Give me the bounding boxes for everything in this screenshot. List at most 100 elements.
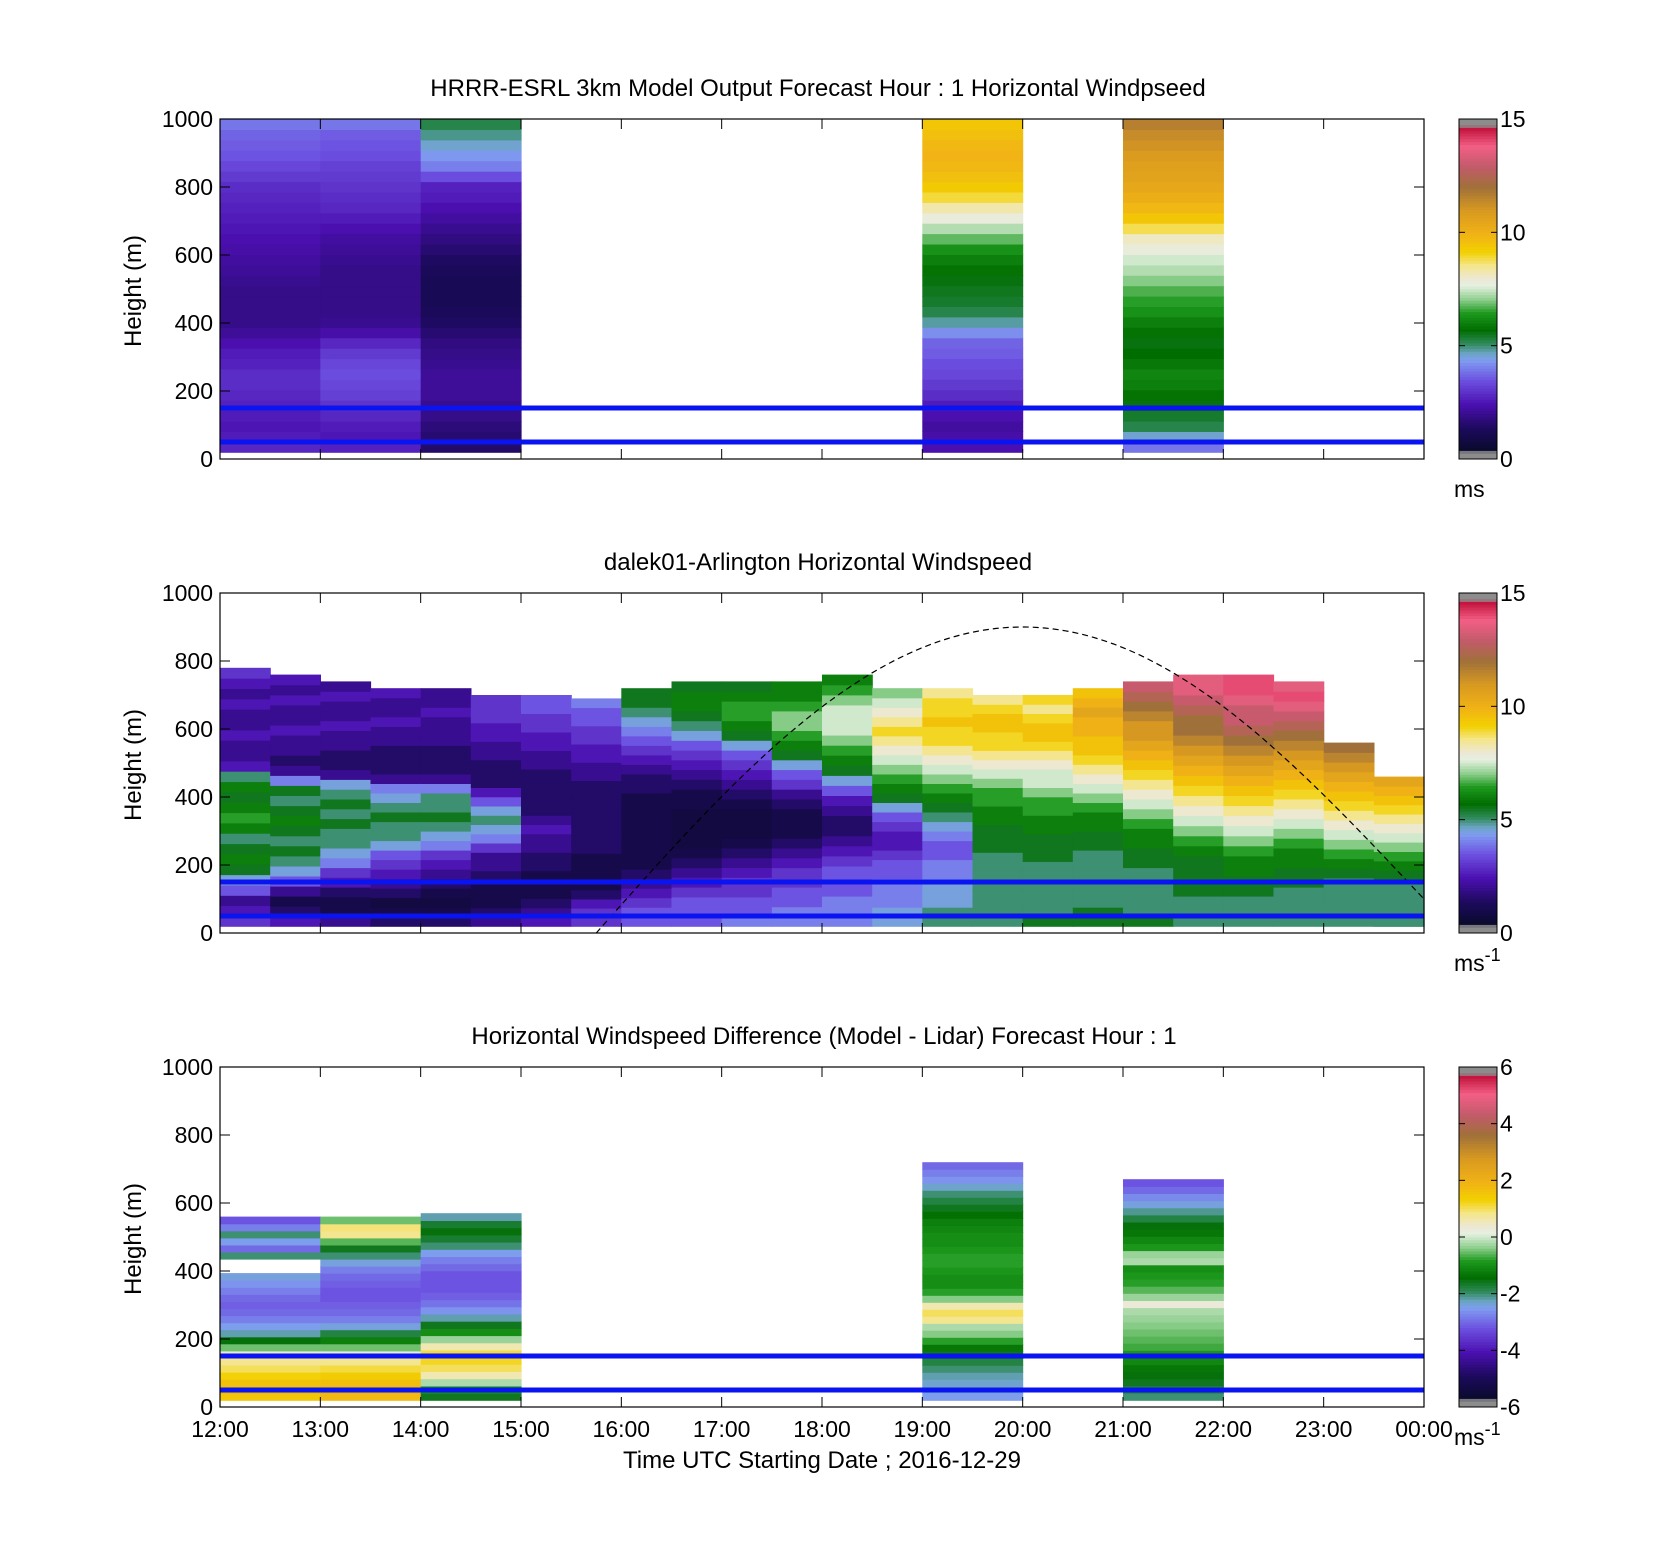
heatmap-cell bbox=[1072, 821, 1124, 832]
colorbar-segment bbox=[1459, 746, 1497, 750]
heatmap-cell bbox=[571, 771, 622, 781]
x-tick-label: 18:00 bbox=[793, 1416, 851, 1442]
colorbar-tick-label: -6 bbox=[1500, 1394, 1520, 1420]
heatmap-cell bbox=[1072, 764, 1124, 775]
heatmap-cell bbox=[370, 840, 422, 851]
heatmap-cell bbox=[470, 750, 522, 761]
heatmap-cell bbox=[571, 734, 622, 745]
heatmap-cell bbox=[420, 688, 472, 699]
panel-lidar-ylabel: Height (m) bbox=[120, 709, 147, 821]
heatmap-cell bbox=[220, 368, 321, 380]
panel-lidar-dashed-curve bbox=[595, 626, 1425, 934]
x-tick-label: 16:00 bbox=[593, 1416, 651, 1442]
heatmap-cell bbox=[1123, 769, 1174, 780]
colorbar-segment bbox=[1459, 164, 1497, 168]
heatmap-cell bbox=[621, 735, 673, 746]
heatmap-cell bbox=[571, 744, 622, 754]
y-tick-label: 0 bbox=[200, 1394, 213, 1420]
panel-lidar: dalek01-Arlington Horizontal Windspeed H… bbox=[120, 549, 1526, 976]
heatmap-cell bbox=[1173, 755, 1224, 766]
heatmap-cell bbox=[771, 720, 823, 731]
colorbar-segment bbox=[1459, 334, 1497, 338]
heatmap-cell bbox=[1022, 898, 1074, 909]
colorbar-segment bbox=[1459, 416, 1497, 420]
colorbar-segment bbox=[1459, 669, 1497, 673]
colorbar-segment bbox=[1459, 376, 1497, 381]
heatmap-cell bbox=[922, 1183, 1024, 1191]
heatmap-cell bbox=[1173, 745, 1224, 756]
colorbar-segment bbox=[1459, 726, 1497, 730]
heatmap-cell bbox=[972, 713, 1024, 724]
heatmap-cell bbox=[420, 150, 522, 162]
heatmap-cell bbox=[420, 773, 472, 784]
heatmap-cell bbox=[420, 1364, 522, 1372]
heatmap-cell bbox=[320, 906, 372, 917]
heatmap-cell bbox=[872, 897, 923, 908]
heatmap-cell bbox=[1323, 887, 1375, 898]
colorbar-segment bbox=[1459, 1307, 1497, 1312]
heatmap-cell bbox=[1123, 1179, 1224, 1187]
heatmap-cell bbox=[420, 735, 472, 746]
colorbar-segment bbox=[1459, 351, 1497, 355]
colorbar-segment bbox=[1459, 717, 1497, 721]
y-tick-label: 1000 bbox=[162, 580, 213, 606]
heatmap-cell bbox=[671, 867, 723, 878]
colorbar-segment bbox=[1459, 269, 1497, 273]
heatmap-cell bbox=[420, 1270, 522, 1279]
heatmap-cell bbox=[972, 759, 1024, 770]
heatmap-cell bbox=[1123, 150, 1224, 162]
heatmap-cell bbox=[671, 887, 723, 898]
heatmap-cell bbox=[1123, 316, 1224, 328]
heatmap-cell bbox=[972, 861, 1024, 872]
heatmap-cell bbox=[571, 698, 622, 709]
heatmap-cell bbox=[220, 410, 321, 422]
heatmap-cell bbox=[320, 1237, 422, 1246]
heatmap-cell bbox=[571, 871, 622, 882]
heatmap-cell bbox=[220, 1364, 321, 1373]
colorbar-segment bbox=[1459, 740, 1497, 744]
heatmap-cell bbox=[922, 275, 1024, 287]
panel-difference-title: Horizontal Windspeed Difference (Model -… bbox=[471, 1023, 1176, 1050]
heatmap-cell bbox=[320, 1259, 422, 1267]
heatmap-cell bbox=[1173, 775, 1224, 786]
colorbar-tick-label: 0 bbox=[1500, 446, 1513, 472]
heatmap-cell bbox=[220, 1372, 321, 1380]
heatmap-cell bbox=[320, 202, 422, 214]
heatmap-cell bbox=[1373, 851, 1425, 862]
heatmap-cell bbox=[922, 379, 1024, 391]
heatmap-cell bbox=[320, 254, 422, 266]
heatmap-cell bbox=[1123, 421, 1224, 432]
heatmap-cell bbox=[621, 869, 673, 880]
heatmap-cell bbox=[220, 1251, 321, 1260]
heatmap-cell bbox=[420, 1220, 522, 1229]
heatmap-cell bbox=[420, 888, 472, 899]
colorbar-segment bbox=[1459, 635, 1497, 639]
heatmap-cell bbox=[320, 808, 372, 820]
heatmap-cell bbox=[420, 379, 522, 391]
colorbar-segment bbox=[1459, 621, 1497, 625]
heatmap-cell bbox=[470, 889, 522, 899]
colorbar-tick-label: 6 bbox=[1500, 1054, 1513, 1080]
colorbar-tick-label: 4 bbox=[1500, 1111, 1513, 1137]
heatmap-cell bbox=[571, 816, 622, 827]
colorbar-segment bbox=[1459, 337, 1497, 341]
heatmap-cell bbox=[320, 1393, 422, 1401]
heatmap-cell bbox=[1273, 749, 1325, 761]
heatmap-cell bbox=[922, 1190, 1024, 1198]
heatmap-cell bbox=[1022, 778, 1074, 788]
y-tick-label: 400 bbox=[175, 784, 213, 810]
heatmap-cell bbox=[721, 730, 773, 741]
colorbar-segment bbox=[1459, 1106, 1497, 1110]
heatmap-cell bbox=[1273, 838, 1325, 849]
heatmap-cell bbox=[571, 862, 622, 873]
heatmap-cell bbox=[1123, 916, 1174, 927]
heatmap-cell bbox=[1173, 704, 1224, 716]
heatmap-cell bbox=[420, 726, 472, 737]
heatmap-cell bbox=[1273, 779, 1325, 790]
heatmap-cell bbox=[1123, 1371, 1224, 1380]
colorbar-segment bbox=[1459, 192, 1497, 196]
heatmap-cell bbox=[872, 688, 923, 699]
colorbar-segment bbox=[1459, 1152, 1497, 1156]
heatmap-cell bbox=[420, 1263, 522, 1272]
colorbar-segment bbox=[1459, 675, 1497, 679]
